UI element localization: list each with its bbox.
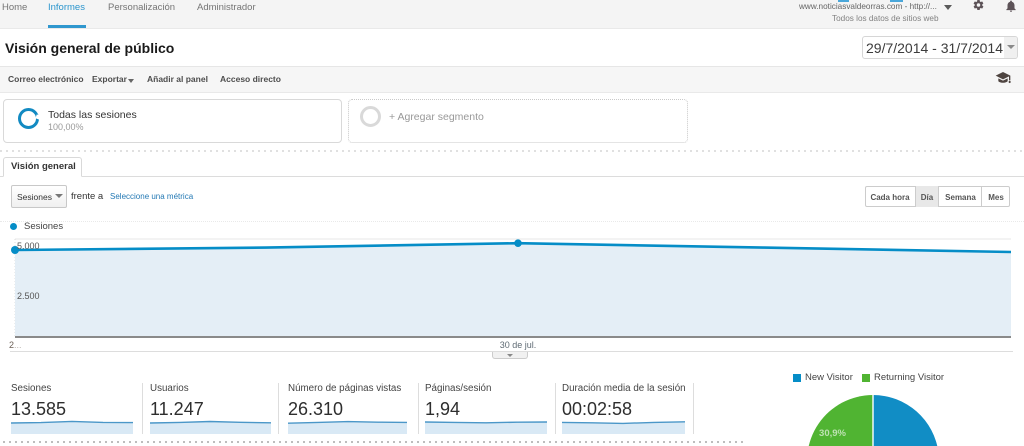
svg-text:30,9%: 30,9% (819, 428, 846, 439)
